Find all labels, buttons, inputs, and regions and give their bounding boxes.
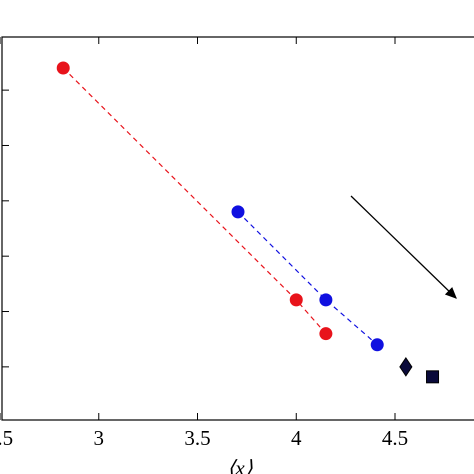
point bbox=[319, 327, 333, 341]
series-line bbox=[62, 67, 327, 335]
point bbox=[289, 293, 303, 307]
x-tick-label: 4 bbox=[291, 426, 302, 450]
plot-frame bbox=[1, 36, 474, 421]
x-tick-label: 2.5 bbox=[0, 426, 13, 450]
x-tick-label: 3 bbox=[94, 426, 105, 450]
point bbox=[56, 61, 70, 75]
x-axis-label: ⟨x⟩ bbox=[227, 456, 253, 474]
point bbox=[399, 356, 413, 377]
point bbox=[426, 370, 440, 384]
series-line bbox=[237, 211, 378, 346]
x-tick-label: 3.5 bbox=[184, 426, 210, 450]
x-tick-label: 4.5 bbox=[382, 426, 408, 450]
annotation-arrow bbox=[350, 195, 457, 299]
point bbox=[319, 293, 333, 307]
point bbox=[370, 338, 384, 352]
point bbox=[231, 205, 245, 219]
